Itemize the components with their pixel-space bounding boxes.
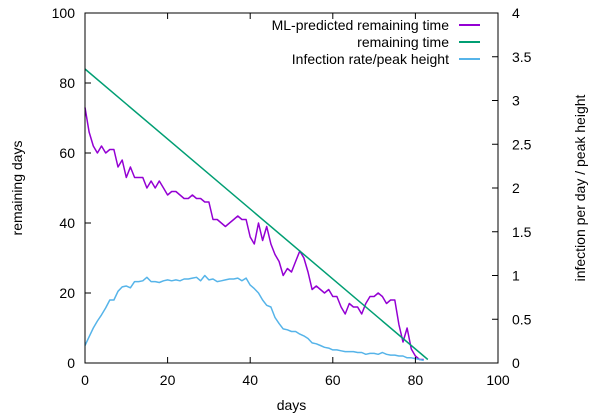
series-line-1 [84, 68, 429, 361]
y2-tick-label: 0 [512, 355, 520, 371]
legend-label-2: Infection rate/peak height [292, 51, 449, 67]
y-tick-label: 20 [59, 285, 75, 301]
series-line-0 [84, 107, 424, 361]
x-tick-label: 40 [242, 372, 258, 388]
y-tick-label: 60 [59, 145, 75, 161]
y-tick-label: 0 [67, 355, 75, 371]
y-tick-label: 100 [52, 5, 76, 21]
y-tick-label: 40 [59, 215, 75, 231]
x-axis-label: days [277, 397, 307, 413]
legend-label-1: remaining time [357, 34, 449, 50]
y-axis-label: remaining days [9, 141, 25, 236]
y2-tick-label: 2 [512, 180, 520, 196]
y2-tick-label: 1 [512, 268, 520, 284]
x-tick-label: 60 [325, 372, 341, 388]
legend-label-0: ML-predicted remaining time [272, 17, 450, 33]
x-tick-label: 80 [408, 372, 424, 388]
series-line-2 [84, 274, 424, 362]
x-tick-label: 100 [486, 372, 510, 388]
plot-marks [84, 68, 429, 362]
y2-tick-label: 2.5 [512, 136, 532, 152]
ticks: 0 20 40 60 80 10002040608010000.511.522.533.5… [52, 5, 532, 388]
y2-tick-label: 3 [512, 93, 520, 109]
y2-axis-label: infection per day / peak height [572, 94, 588, 281]
y2-tick-label: 1.5 [512, 224, 532, 240]
y-tick-label: 80 [59, 75, 75, 91]
y2-tick-label: 4 [512, 5, 520, 21]
x-tick-label: 20 [160, 372, 176, 388]
y2-tick-label: 0.5 [512, 311, 532, 327]
y2-tick-label: 3.5 [512, 49, 532, 65]
x-tick-label: 0 [81, 372, 89, 388]
